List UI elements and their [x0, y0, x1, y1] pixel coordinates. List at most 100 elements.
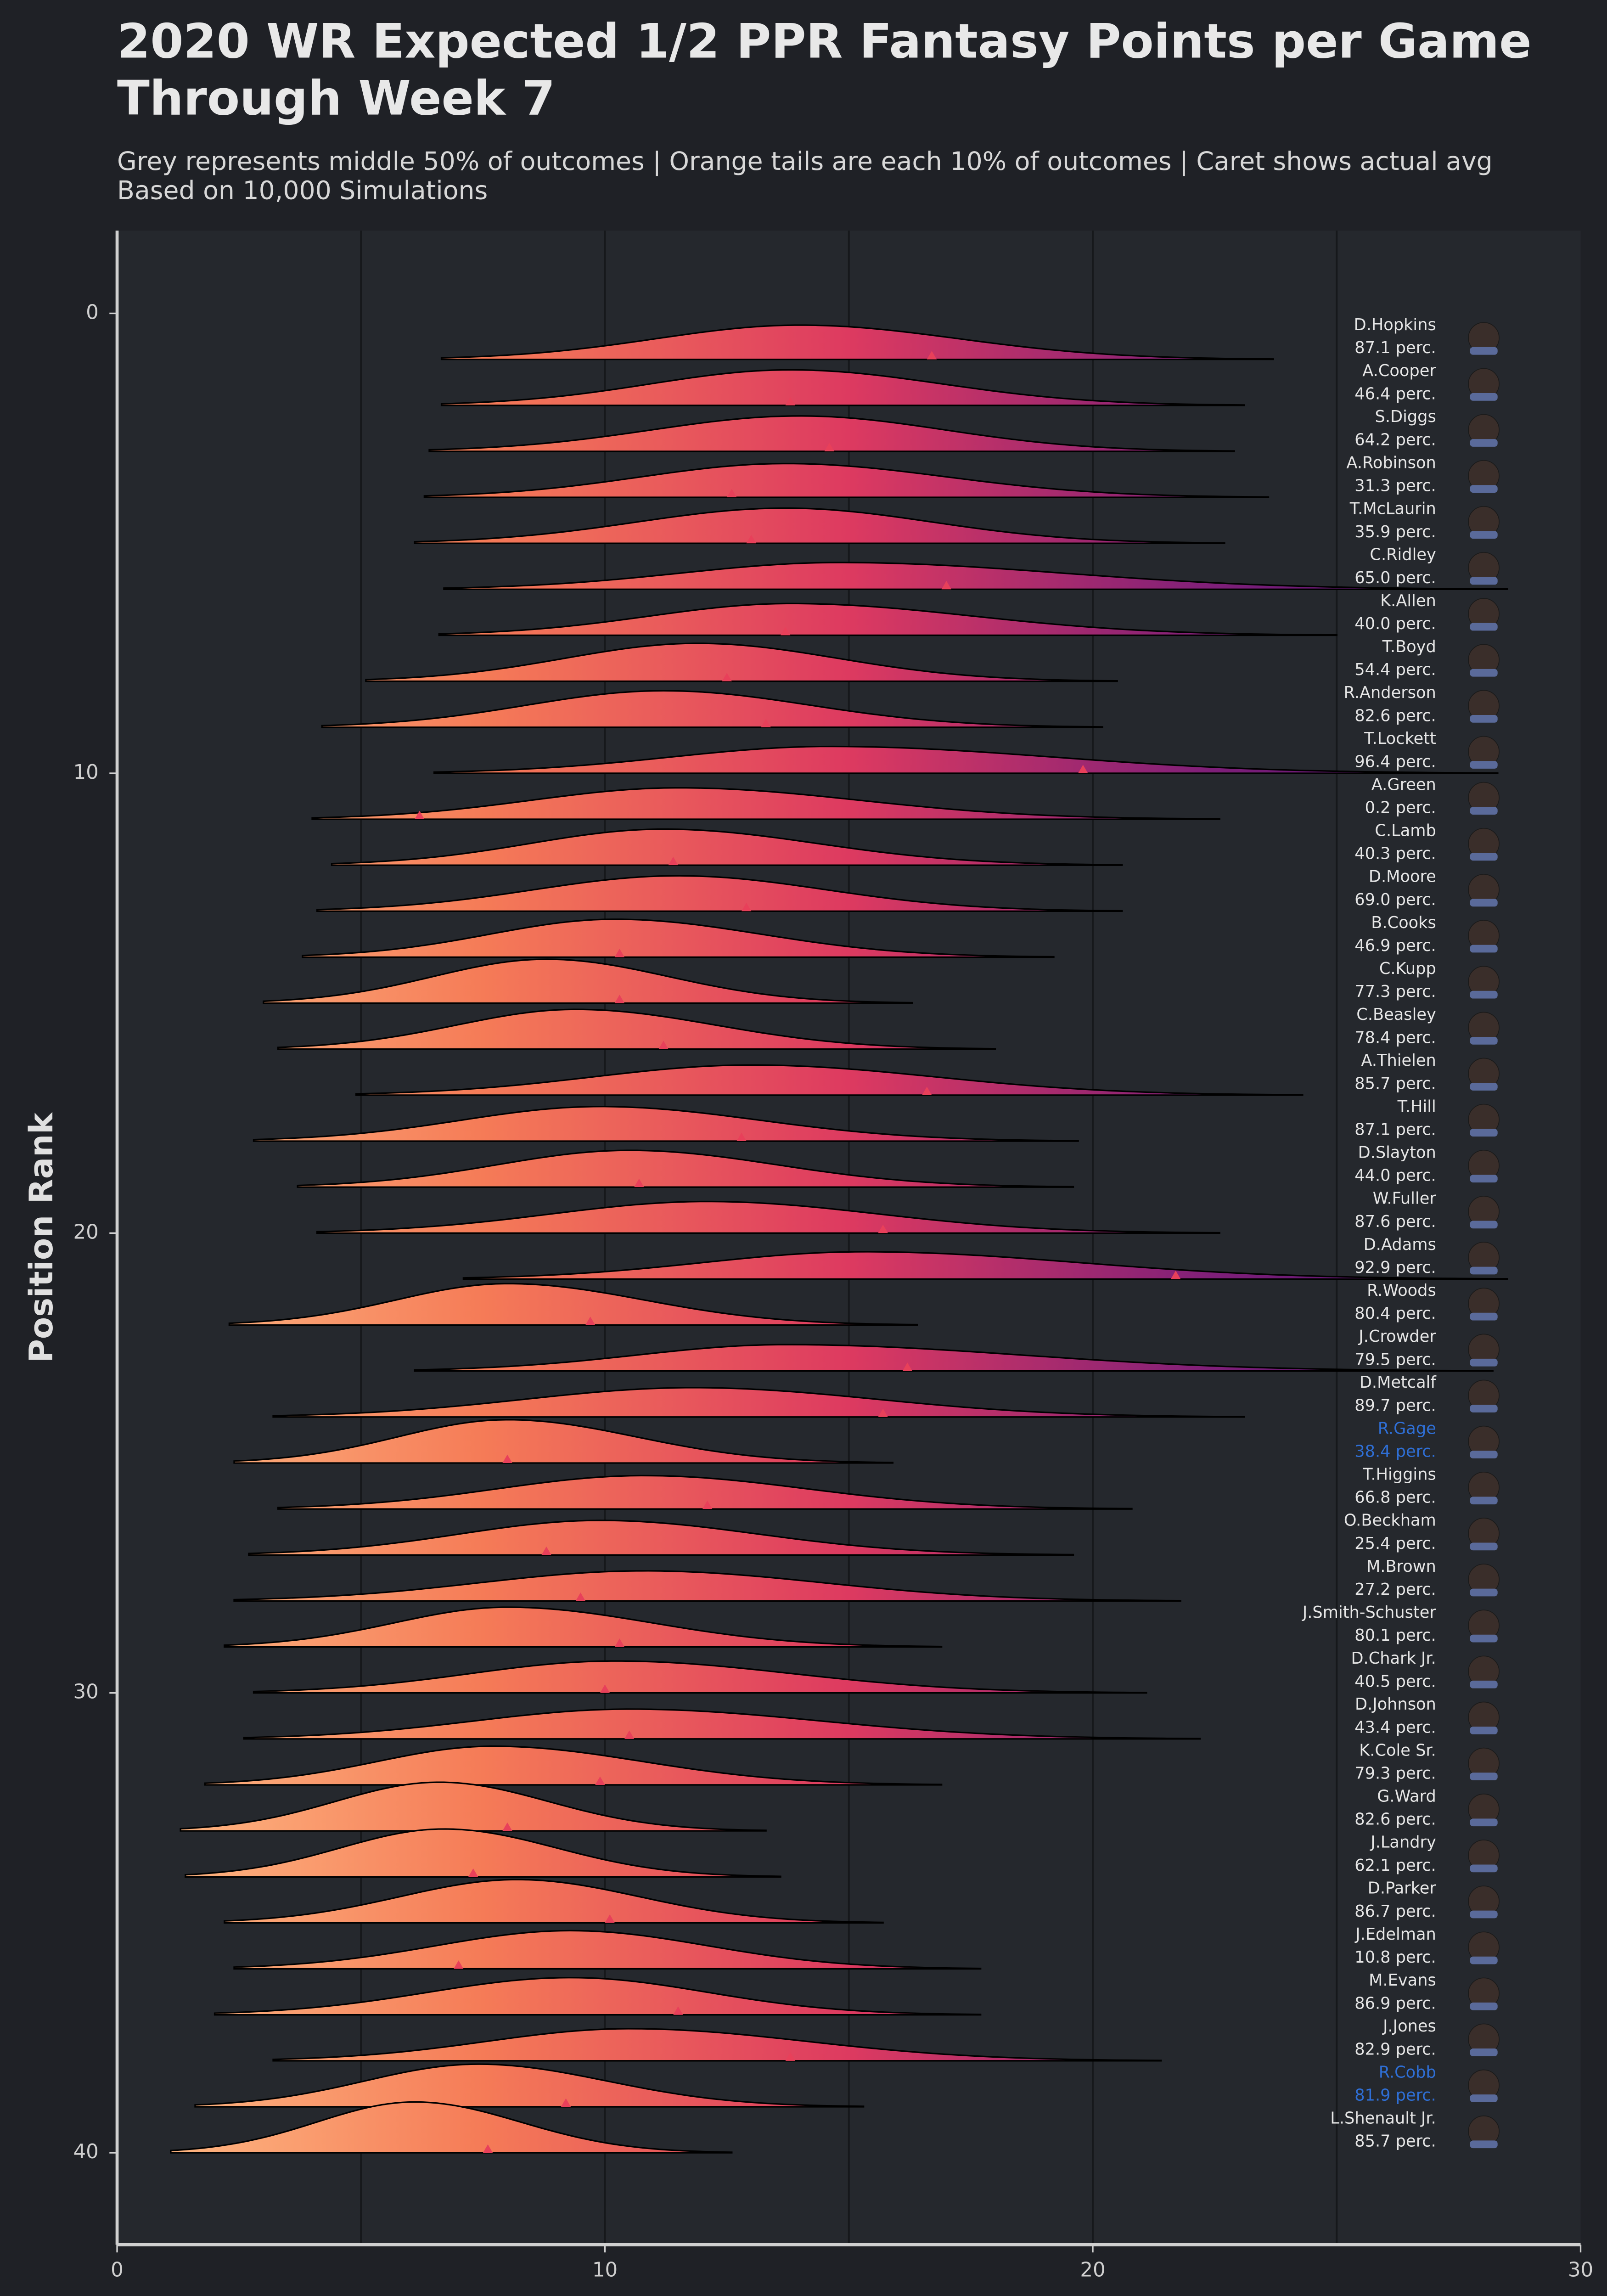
- player-percentile: 40.0 perc.: [1354, 614, 1436, 633]
- player-name: A.Thielen: [1361, 1051, 1436, 1070]
- player-icon-jersey: [1470, 1680, 1498, 1688]
- player-icon-jersey: [1470, 1864, 1498, 1873]
- ridge: [204, 1745, 943, 1786]
- player-icon-jersey: [1470, 1175, 1498, 1183]
- player-icon-jersey: [1470, 1588, 1498, 1597]
- player-icon-jersey: [1470, 945, 1498, 953]
- actual-caret: [468, 1868, 478, 1877]
- actual-caret: [614, 1638, 625, 1647]
- ridge: [440, 369, 1245, 406]
- player-icon-jersey: [1470, 669, 1498, 677]
- player-percentile: 80.4 perc.: [1354, 1304, 1436, 1323]
- player-name: J.Edelman: [1354, 1925, 1436, 1944]
- actual-caret: [502, 1454, 512, 1463]
- player-icon-jersey: [1470, 715, 1498, 723]
- player-name: T.Lockett: [1364, 729, 1436, 748]
- player-name: D.Hopkins: [1354, 315, 1436, 334]
- actual-caret: [878, 1408, 888, 1417]
- player-name: C.Lamb: [1375, 822, 1436, 840]
- player-name: J.Landry: [1370, 1833, 1436, 1852]
- ridge: [272, 2028, 1162, 2062]
- y-tick-label: 0: [86, 301, 99, 324]
- player-percentile: 0.2 perc.: [1365, 799, 1436, 817]
- ridge: [302, 918, 1055, 958]
- ridge: [277, 1008, 996, 1050]
- actual-caret: [600, 1684, 610, 1693]
- ridge: [185, 1828, 781, 1878]
- player-icon-jersey: [1470, 1497, 1498, 1505]
- player-name: A.Cooper: [1362, 361, 1436, 380]
- player-percentile: 66.8 perc.: [1354, 1488, 1436, 1507]
- player-icon-jersey: [1470, 899, 1498, 907]
- player-name: B.Cooks: [1371, 913, 1436, 932]
- player-name: T.Boyd: [1382, 637, 1436, 656]
- ridge: [170, 2101, 733, 2154]
- player-name: M.Brown: [1366, 1557, 1436, 1576]
- actual-caret: [595, 1776, 605, 1785]
- player-icon-jersey: [1470, 1266, 1498, 1275]
- player-percentile: 82.6 perc.: [1354, 706, 1436, 725]
- ridge: [233, 1930, 982, 1970]
- actual-caret: [922, 1086, 932, 1095]
- player-icon-jersey: [1470, 577, 1498, 585]
- player-name: J.Jones: [1382, 2017, 1436, 2036]
- player-name: D.Parker: [1368, 1879, 1437, 1898]
- actual-caret: [727, 489, 737, 498]
- actual-caret: [502, 1822, 512, 1831]
- actual-caret: [614, 995, 625, 1003]
- ridge: [228, 1283, 918, 1326]
- actual-caret: [575, 1593, 586, 1601]
- player-name: T.McLaurin: [1349, 500, 1436, 518]
- ridge: [297, 1149, 1074, 1188]
- player-name: D.Moore: [1369, 867, 1436, 886]
- player-icon-jersey: [1470, 1542, 1498, 1551]
- player-name: C.Ridley: [1370, 546, 1436, 564]
- y-tick-label: 10: [73, 761, 98, 784]
- player-name: M.Evans: [1369, 1971, 1436, 1990]
- actual-caret: [902, 1362, 912, 1371]
- ridge: [438, 602, 1337, 636]
- actual-caret: [736, 1132, 747, 1142]
- player-icon-jersey: [1470, 1956, 1498, 1964]
- actual-caret: [780, 627, 791, 636]
- player-percentile: 96.4 perc.: [1354, 752, 1436, 771]
- actual-caret: [673, 2006, 683, 2015]
- player-percentile: 44.0 perc.: [1354, 1166, 1436, 1185]
- actual-caret: [941, 580, 951, 590]
- player-percentile: 82.9 perc.: [1354, 2040, 1436, 2059]
- actual-caret: [634, 1178, 644, 1187]
- ridge: [263, 958, 913, 1004]
- player-icon-jersey: [1470, 1634, 1498, 1643]
- x-tick-label: 10: [592, 2258, 618, 2281]
- ridge: [311, 787, 1220, 820]
- player-icon-jersey: [1470, 2094, 1498, 2102]
- player-percentile: 79.5 perc.: [1354, 1350, 1436, 1369]
- ridge: [414, 1344, 1494, 1372]
- player-percentile: 43.4 perc.: [1354, 1718, 1436, 1737]
- player-icon-jersey: [1470, 990, 1498, 999]
- ridge: [316, 875, 1123, 912]
- player-icon-jersey: [1470, 1358, 1498, 1367]
- ridge: [253, 1106, 1079, 1142]
- player-name: D.Adams: [1364, 1235, 1436, 1254]
- actual-caret: [1170, 1271, 1181, 1279]
- player-percentile: 27.2 perc.: [1354, 1580, 1436, 1599]
- x-tick-label: 0: [111, 2258, 124, 2281]
- player-name: D.Chark Jr.: [1351, 1649, 1436, 1668]
- player-percentile: 81.9 perc.: [1354, 2086, 1436, 2105]
- ridge: [272, 1387, 1245, 1418]
- ridge: [214, 1976, 982, 2016]
- chart-title: Through Week 7: [117, 71, 555, 126]
- player-name: R.Woods: [1367, 1281, 1436, 1300]
- player-percentile: 86.7 perc.: [1354, 1902, 1436, 1921]
- player-name: D.Metcalf: [1360, 1373, 1437, 1392]
- player-percentile: 46.9 perc.: [1354, 936, 1436, 955]
- player-percentile: 25.4 perc.: [1354, 1534, 1436, 1553]
- player-icon-jersey: [1470, 347, 1498, 355]
- player-percentile: 86.9 perc.: [1354, 1994, 1436, 2013]
- player-icon-jersey: [1470, 1727, 1498, 1734]
- y-tick-label: 30: [73, 1681, 98, 1704]
- ridge: [423, 462, 1270, 498]
- actual-caret: [624, 1730, 635, 1739]
